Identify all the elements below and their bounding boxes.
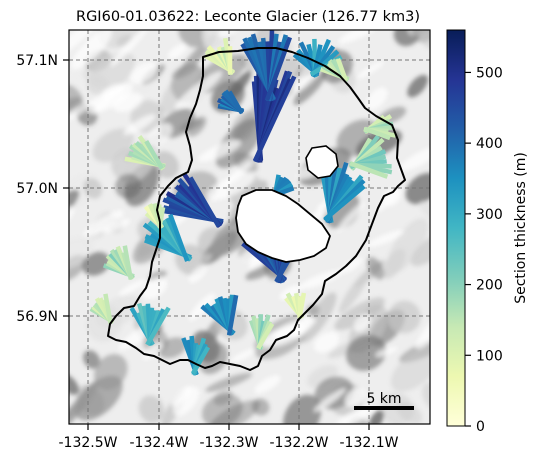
section-line <box>188 176 221 228</box>
x-tick-label: -132.1W <box>340 435 399 451</box>
map-panel: 5 km <box>69 30 430 424</box>
section-line <box>252 75 297 162</box>
y-tick-label: 57.1N <box>16 53 58 69</box>
section-line <box>227 90 244 114</box>
map-frame <box>68 29 431 425</box>
glacier-outline <box>107 47 406 371</box>
section-line <box>363 126 391 141</box>
section-line <box>226 294 239 336</box>
section-line <box>191 346 211 375</box>
section-line <box>349 161 389 179</box>
nunatak-outline-2 <box>305 145 339 179</box>
map-title: RGI60-01.03622: Leconte Glacier (126.77 … <box>76 9 420 25</box>
colorbar-label: Section thickness (m) <box>513 152 529 304</box>
y-tick-label: 57.0N <box>16 181 58 197</box>
y-axis: 57.1N 57.0N 56.9N <box>16 53 69 325</box>
colorbar-tick-label: 500 <box>476 65 503 81</box>
x-tick-label: -132.4W <box>130 435 189 451</box>
flowline-sections <box>89 30 396 376</box>
x-tick-label: -132.5W <box>59 435 118 451</box>
section-line <box>144 139 165 170</box>
x-axis: -132.5W -132.4W -132.3W -132.2W -132.1W <box>59 424 399 451</box>
colorbar-tick-label: 200 <box>476 278 503 294</box>
section-line <box>122 245 134 280</box>
y-tick-label: 56.9N <box>16 309 58 325</box>
scale-bar-label: 5 km <box>366 391 401 407</box>
colorbar-tick-label: 400 <box>476 136 503 152</box>
section-line <box>103 293 113 325</box>
colorbar-tick-label: 0 <box>476 419 485 435</box>
section-line <box>297 292 307 319</box>
section-line <box>264 36 293 101</box>
colorbar: 0 100 200 300 400 500 Section thickness (m) <box>446 29 529 435</box>
section-line <box>168 213 190 262</box>
colorbar-tick-label: 300 <box>476 207 503 223</box>
section-line <box>323 184 366 222</box>
colorbar-tick-label: 100 <box>476 348 503 364</box>
section-line <box>335 58 349 82</box>
colorbar-gradient <box>446 29 466 427</box>
x-tick-label: -132.3W <box>200 435 259 451</box>
x-tick-label: -132.2W <box>270 435 329 451</box>
colorbar-ticks: 0 100 200 300 400 500 <box>465 65 503 435</box>
section-line <box>145 306 171 346</box>
section-line <box>256 322 275 350</box>
nunatak-outline <box>235 189 331 263</box>
